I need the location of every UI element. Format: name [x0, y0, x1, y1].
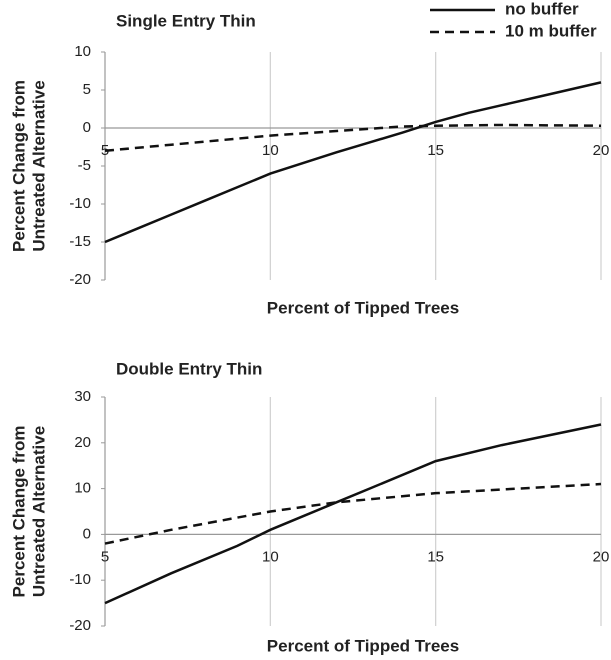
x-tick-label: 20	[593, 548, 610, 565]
data-line	[104, 482, 602, 545]
y-tick-label: 20	[74, 434, 91, 451]
y-tick-label: -20	[69, 271, 91, 288]
chart-title: Double Entry Thin	[116, 359, 262, 378]
x-axis-label: Percent of Tipped Trees	[267, 636, 459, 655]
y-axis-label: Percent Change from	[9, 426, 28, 598]
y-tick-label: -10	[69, 571, 91, 588]
x-tick-label: 5	[101, 548, 109, 565]
y-tick-label: 5	[83, 81, 91, 98]
y-tick-label: 0	[83, 119, 91, 136]
chart-title: Single Entry Thin	[116, 11, 256, 30]
data-line	[104, 423, 602, 605]
x-tick-label: 15	[427, 142, 444, 159]
x-tick-label: 10	[262, 548, 279, 565]
y-axis-label: Untreated Alternative	[29, 426, 48, 597]
x-tick-label: 15	[427, 548, 444, 565]
y-tick-label: -20	[69, 617, 91, 634]
y-tick-label: -5	[78, 157, 91, 174]
legend-label: 10 m buffer	[505, 21, 597, 40]
x-axis-label: Percent of Tipped Trees	[267, 298, 459, 317]
data-line	[104, 81, 602, 244]
y-axis-label: Percent Change from	[9, 80, 28, 252]
x-tick-label: 10	[262, 142, 279, 159]
y-tick-label: 0	[83, 525, 91, 542]
y-tick-label: -10	[69, 195, 91, 212]
data-line	[104, 123, 602, 153]
y-axis-label: Untreated Alternative	[29, 80, 48, 251]
legend-label: no buffer	[505, 0, 579, 18]
y-tick-label: 10	[74, 480, 91, 497]
y-tick-label: 30	[74, 388, 91, 405]
y-tick-label: 10	[74, 43, 91, 60]
x-tick-label: 20	[593, 142, 610, 159]
y-tick-label: -15	[69, 233, 91, 250]
